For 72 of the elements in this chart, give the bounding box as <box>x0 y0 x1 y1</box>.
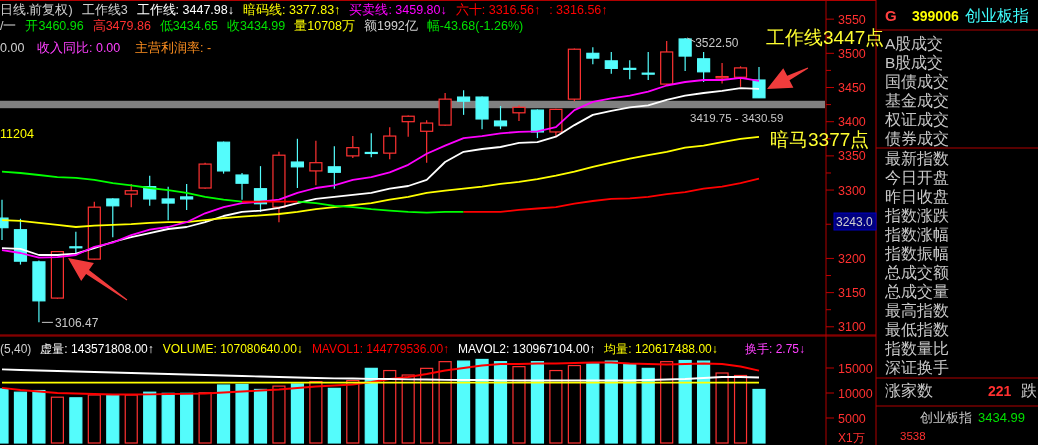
y-tick-label: 5000 <box>838 411 866 426</box>
text: 工作线: 3447.98↓ <box>136 3 234 17</box>
text: 3243.0 <box>836 215 874 229</box>
y-tick-label: 3300 <box>838 183 866 198</box>
y-tick-label: 3500 <box>838 46 866 61</box>
text: 最新指数 <box>885 150 949 167</box>
annotation: 11204 <box>0 127 34 141</box>
annotation: 额1992亿 <box>364 19 418 33</box>
text: 均量: 120617488.00↓ <box>604 342 718 356</box>
annotation: : 3316.56↑ <box>549 3 608 17</box>
y-tick-label: 10000 <box>838 386 873 401</box>
text: VOLUME: 107080640.00↓ <box>162 342 303 356</box>
annotation: 高3479.86 <box>92 18 151 33</box>
text: 涨家数 <box>885 382 933 399</box>
annotation: 开3460.96 <box>25 19 84 33</box>
text: 基金成交 <box>885 92 949 109</box>
annotation: 收3434.99 <box>227 19 286 33</box>
text: 跌 <box>1021 382 1037 399</box>
y-tick-label: 3450 <box>838 81 866 96</box>
text: 国债成交 <box>885 73 949 90</box>
annotation: /一 <box>0 19 17 33</box>
annotation: 幅-43.68(-1.26%) <box>426 19 524 33</box>
annotation: 工作线3447点 <box>766 27 885 48</box>
y-tick-label: 3350 <box>838 149 866 164</box>
annotation: 3522.50 <box>695 35 739 50</box>
text: 221 <box>988 383 1012 399</box>
text: 债券成交 <box>885 130 949 147</box>
text: 最低指数 <box>885 321 949 338</box>
annotation: 虚量: 143571808.00↑ <box>40 342 154 356</box>
text: 昨日收盘 <box>885 188 949 205</box>
band-label: 3419.75 - 3430.59 <box>690 112 784 125</box>
annotation: 收入同比: 0.00 <box>37 41 121 55</box>
y-tick-label: 15000 <box>838 361 873 376</box>
text: A股成交 <box>885 35 944 52</box>
text: 六十: 3316.56↑ <box>455 3 541 17</box>
annotation: 工作线3 <box>81 3 128 17</box>
text: MAVOL2: 130967104.00↑ <box>458 342 596 356</box>
y-tick-label: 3200 <box>838 251 866 266</box>
text: 今日开盘 <box>885 169 949 186</box>
y-tick-label: 3150 <box>838 286 866 301</box>
text: X1万 <box>838 431 865 445</box>
text: B股成交 <box>885 54 944 71</box>
text: 总成交额 <box>884 264 949 281</box>
y-tick-label: 3400 <box>838 115 866 130</box>
text: 指数涨跌 <box>884 207 949 224</box>
text: 指数振幅 <box>884 245 949 262</box>
text: 深证换手 <box>885 359 949 376</box>
text: 买卖线: 3459.80↓ <box>349 3 447 17</box>
annotation: 换手: 2.75↓ <box>745 342 806 356</box>
text: 创业板指 <box>965 7 1029 24</box>
text: 3434.99 <box>978 410 1025 425</box>
y-tick-label: 3100 <box>838 320 866 335</box>
text: 指数涨幅 <box>884 226 949 243</box>
text: 创业板指 <box>920 410 972 425</box>
annotation: 量10708万 <box>294 19 355 33</box>
annotation: 3106.47 <box>54 316 99 331</box>
annotation: 0.00 <box>0 41 25 55</box>
text: MAVOL1: 144779536.00↑ <box>311 342 450 356</box>
text: 3538 <box>900 430 926 442</box>
text: 399006 <box>912 8 959 24</box>
text: 指数量比 <box>884 340 949 357</box>
text: 暗码线: 3377.83↑ <box>242 3 341 17</box>
annotation: 低3434.65 <box>159 19 219 33</box>
annotation: 日线.前复权) <box>0 3 73 17</box>
y-tick-label: 3550 <box>838 12 866 27</box>
annotation: (5,40) <box>0 342 32 356</box>
text: G <box>885 7 897 24</box>
annotation: 主营利润率: - <box>135 40 212 55</box>
text: 最高指数 <box>885 302 949 319</box>
text: 暗马3377点 <box>770 129 870 150</box>
text: 总成交量 <box>884 283 949 300</box>
text: 权证成交 <box>884 111 949 128</box>
